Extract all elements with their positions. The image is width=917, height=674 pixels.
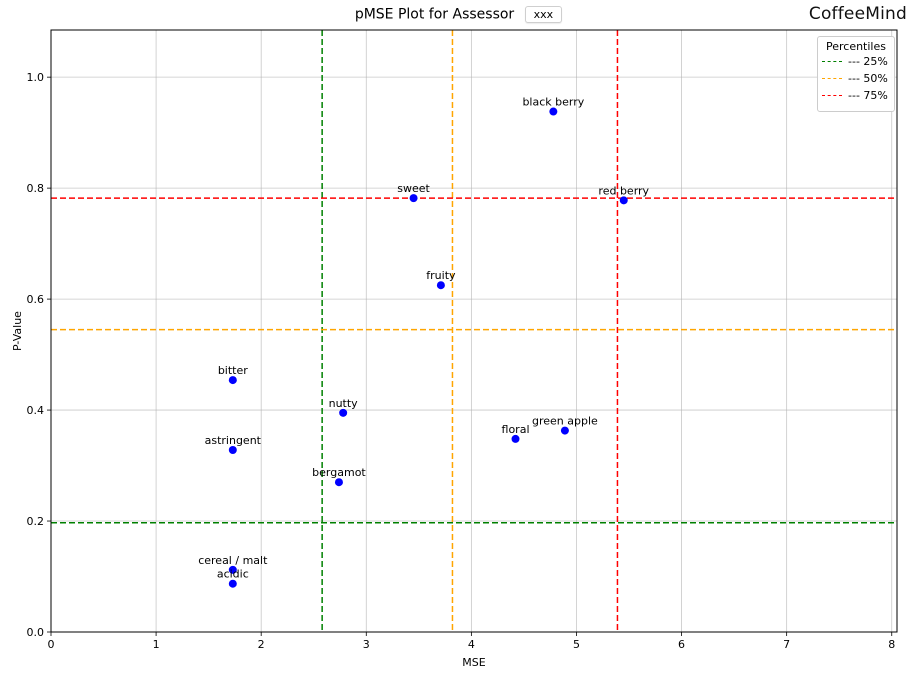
x-tick-label: 3 — [363, 638, 370, 651]
point-label: acidic — [217, 568, 249, 581]
point-label: cereal / malt — [198, 554, 268, 567]
point-label: nutty — [329, 397, 359, 410]
legend-label-50: --- 50% — [848, 72, 888, 85]
legend-item-25: --- 25% — [818, 53, 894, 70]
data-point — [228, 579, 237, 588]
legend-swatch-25 — [822, 61, 842, 62]
data-point — [339, 408, 348, 417]
y-tick-label: 0.4 — [27, 404, 45, 417]
y-tick-label: 0.0 — [27, 626, 45, 639]
legend-label-75: --- 75% — [848, 89, 888, 102]
chart-title-text: pMSE Plot for Assessor — [354, 6, 515, 23]
point-label: green apple — [532, 415, 598, 428]
x-tick-label: 8 — [888, 638, 895, 651]
y-tick-label: 1.0 — [27, 71, 45, 84]
point-label: fruity — [426, 269, 456, 282]
x-tick-label: 5 — [573, 638, 580, 651]
axis-ticks: 0 1 2 3 4 5 6 7 8 0.0 0.2 0.4 0.6 0.8 1.0 — [27, 71, 896, 651]
percentile-lines — [51, 30, 897, 632]
data-point — [560, 426, 569, 435]
x-tick-label: 2 — [258, 638, 265, 651]
data-point — [228, 446, 237, 455]
data-point — [511, 434, 520, 443]
point-label: black berry — [522, 96, 584, 109]
x-tick-label: 6 — [678, 638, 685, 651]
x-tick-label: 4 — [468, 638, 475, 651]
data-point — [436, 281, 445, 290]
point-label: bitter — [218, 364, 248, 377]
data-point — [228, 376, 237, 385]
legend-title: Percentiles — [825, 40, 886, 53]
grid-layer — [50, 30, 897, 633]
point-label: sweet — [397, 182, 430, 195]
x-tick-label: 7 — [783, 638, 790, 651]
point-label: red berry — [598, 184, 649, 197]
data-point — [228, 565, 237, 574]
y-axis-label: P-Value — [11, 311, 24, 351]
y-tick-label: 0.8 — [27, 182, 45, 195]
data-point — [549, 107, 558, 116]
x-axis-label: MSE — [462, 656, 485, 669]
y-tick-label: 0.2 — [27, 515, 45, 528]
x-tick-label: 1 — [153, 638, 160, 651]
data-points: black berry sweet red berry fruity bitter nut… — [198, 96, 650, 588]
legend-item-50: --- 50% — [818, 70, 894, 87]
point-label: floral — [502, 423, 530, 436]
brand-logo: CoffeeMind — [808, 4, 907, 24]
plot-frame — [50, 29, 898, 633]
chart-title: pMSE Plot for Assessor xxx — [0, 6, 917, 23]
legend-swatch-75 — [822, 95, 842, 96]
assessor-field[interactable]: xxx — [524, 6, 563, 23]
data-point — [334, 478, 343, 487]
data-point — [619, 196, 628, 205]
legend-swatch-50 — [822, 78, 842, 79]
data-point — [409, 194, 418, 203]
point-label: bergamot — [312, 466, 366, 479]
legend-item-75: --- 75% — [818, 87, 894, 104]
point-label: astringent — [205, 434, 262, 447]
legend: Percentiles --- 25% --- 50% --- 75% — [817, 36, 895, 112]
legend-label-25: --- 25% — [848, 55, 888, 68]
y-tick-label: 0.6 — [27, 293, 45, 306]
x-tick-label: 0 — [48, 638, 55, 651]
